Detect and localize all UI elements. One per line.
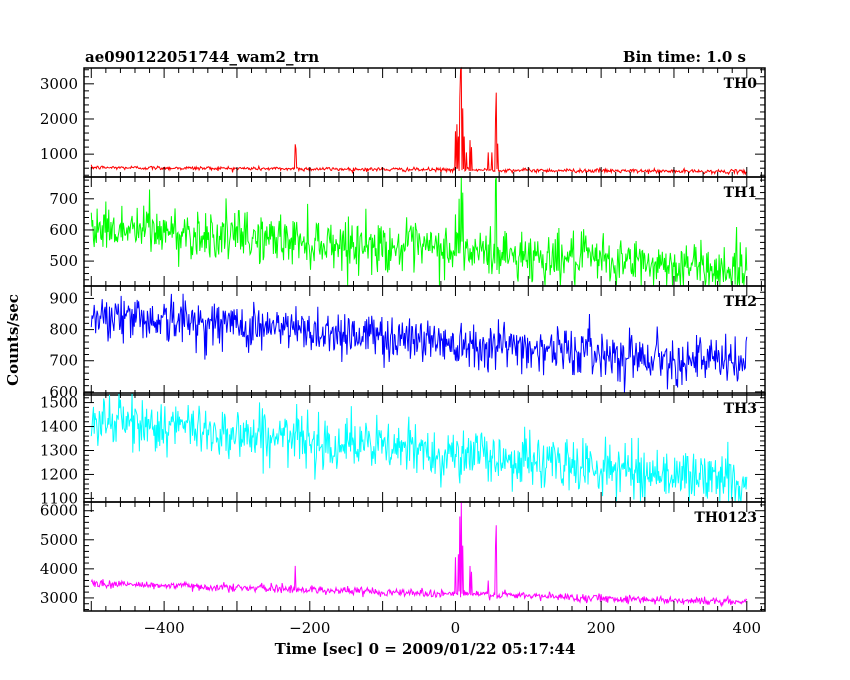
series-line-th3 — [90, 393, 748, 502]
panel-frame-th2 — [83, 285, 766, 396]
y-tick-label: 500 — [49, 252, 78, 270]
y-tick-label: 1200 — [40, 465, 78, 483]
y-tick-label: 700 — [49, 352, 78, 370]
y-tick-label: 700 — [49, 190, 78, 208]
panel-label-th0: TH0 — [724, 76, 758, 92]
series-line-th1 — [90, 177, 748, 286]
panels-group: TH0100020003000TH1500600700TH26007008009… — [40, 66, 766, 637]
y-axis-label: Counts/sec — [4, 294, 22, 386]
x-tick-label: 400 — [732, 619, 761, 637]
panel-frame-th1 — [83, 176, 766, 287]
y-tick-label: 6000 — [40, 502, 78, 520]
x-tick-label: 0 — [451, 619, 461, 637]
chart-title: ae090122051744_wam2_trn — [85, 48, 319, 66]
y-tick-label: 4000 — [40, 560, 78, 578]
y-tick-label: 2000 — [40, 110, 78, 128]
y-tick-label: 3000 — [40, 589, 78, 607]
y-tick-label: 600 — [49, 383, 78, 401]
x-tick-label: −400 — [144, 619, 185, 637]
y-tick-label: 800 — [49, 321, 78, 339]
x-tick-label: −200 — [289, 619, 330, 637]
y-tick-label: 1500 — [40, 394, 78, 412]
series-line-th2 — [90, 293, 748, 393]
panel-label-th3: TH3 — [724, 401, 757, 417]
y-tick-label: 1000 — [40, 145, 78, 163]
y-tick-label: 1400 — [40, 418, 78, 436]
panel-label-th2: TH2 — [724, 294, 757, 310]
y-tick-label: 600 — [49, 221, 78, 239]
x-tick-label: 200 — [587, 619, 616, 637]
y-tick-label: 3000 — [40, 75, 78, 93]
bin-time-label: Bin time: 1.0 s — [623, 48, 746, 66]
x-axis-label: Time [sec] 0 = 2009/01/22 05:17:44 — [275, 640, 576, 658]
panel-frame-th0123 — [83, 501, 766, 612]
panel-label-th0123: TH0123 — [694, 510, 757, 526]
panel-frame-th0 — [83, 67, 766, 178]
y-tick-label: 1100 — [40, 489, 78, 507]
y-tick-label: 1300 — [40, 441, 78, 459]
y-tick-label: 900 — [49, 289, 78, 307]
series-line-th0123 — [90, 502, 748, 608]
panel-label-th1: TH1 — [724, 185, 757, 201]
y-tick-label: 5000 — [40, 531, 78, 549]
series-line-th0 — [90, 66, 747, 176]
